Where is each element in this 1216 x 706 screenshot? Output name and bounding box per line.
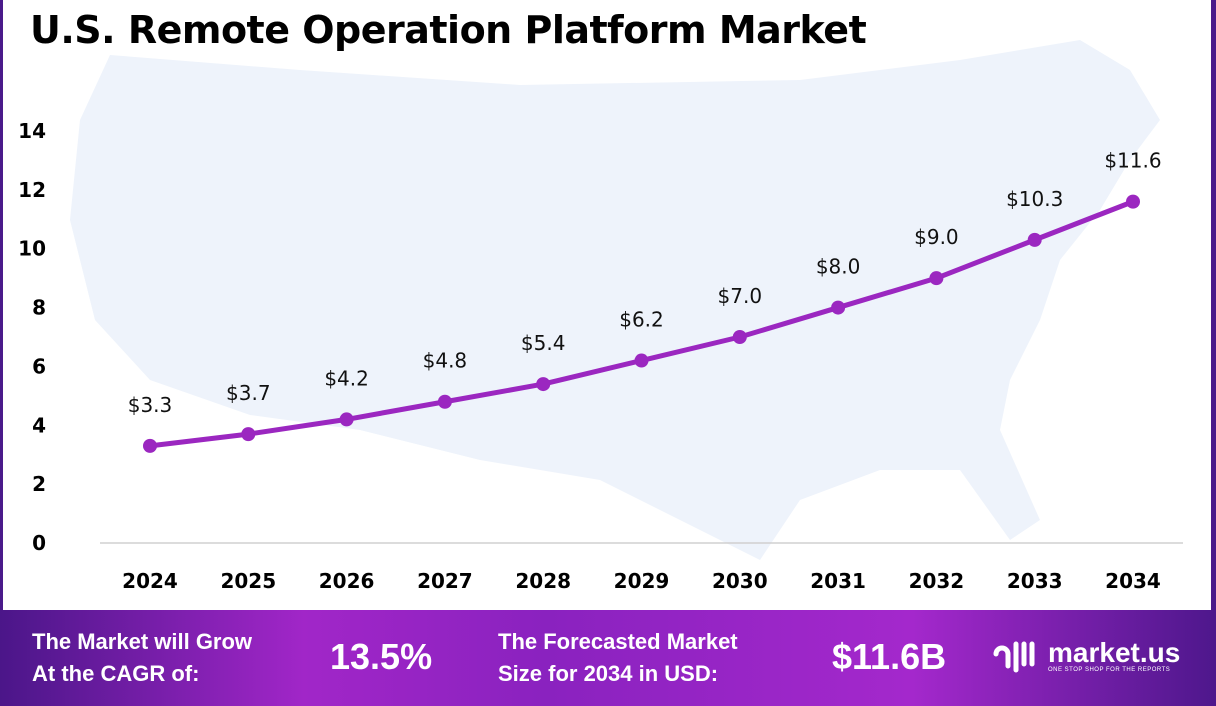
cagr-label: The Market will Grow At the CAGR of: [32,626,302,690]
footer-banner: The Market will Grow At the CAGR of: 13.… [0,610,1216,706]
cagr-value: 13.5% [330,636,433,677]
data-label: $6.2 [619,308,664,332]
data-point [929,271,944,286]
data-label: $8.0 [816,255,861,279]
x-tick-label: 2025 [220,569,276,593]
forecast-label-line-2: Size for 2034 in USD: [498,661,719,686]
chart-title: U.S. Remote Operation Platform Market [30,8,867,52]
y-tick-label: 12 [18,178,46,202]
data-label: $10.3 [1006,187,1063,211]
x-tick-label: 2031 [810,569,866,593]
data-point [732,330,747,344]
data-point [536,377,551,392]
x-tick-label: 2034 [1105,569,1161,593]
data-point [241,427,256,442]
data-label: $9.0 [914,225,959,249]
data-point [831,300,846,315]
data-label: $7.0 [718,284,763,308]
x-tick-label: 2032 [909,569,965,593]
us-map-background [70,40,1160,560]
y-tick-label: 4 [32,413,46,437]
y-tick-label: 2 [32,472,46,496]
brand-tagline: ONE STOP SHOP FOR THE REPORTS [1048,667,1171,673]
x-tick-label: 2028 [515,569,571,593]
line-chart: 0 2 4 6 8 10 12 14 2024 2025 2026 2027 2028 2029 2030… [18,40,1183,593]
brand-name: market.us [1048,637,1181,668]
x-tick-label: 2033 [1007,569,1063,593]
x-tick-label: 2029 [614,569,670,593]
forecast-value: $11.6B [832,636,947,677]
x-tick-label: 2026 [319,569,375,593]
data-label: $3.3 [128,393,173,417]
y-tick-label: 14 [18,119,46,143]
data-label: $4.2 [324,366,369,390]
market-us-logo-icon [993,641,1035,673]
data-point [634,353,649,368]
cagr-label-line-2: At the CAGR of: [32,661,200,686]
data-label: $5.4 [521,331,566,355]
data-label: $4.8 [423,349,468,373]
brand-logo: market.us ONE STOP SHOP FOR THE REPORTS [990,636,1180,676]
data-point [1126,194,1140,209]
y-tick-label: 6 [32,354,46,378]
forecast-label-line-1: The Forecasted Market [498,629,738,654]
data-point [437,394,452,409]
data-point [339,412,354,427]
y-tick-label: 0 [32,531,46,555]
y-tick-label: 8 [32,296,46,320]
data-point [143,438,157,453]
data-label: $11.6 [1104,149,1161,173]
data-label: $3.7 [226,381,271,405]
data-point [1027,232,1042,247]
x-tick-label: 2024 [122,569,178,593]
cagr-label-line-1: The Market will Grow [32,629,253,654]
x-tick-label: 2027 [417,569,473,593]
y-tick-label: 10 [18,237,46,261]
x-tick-label: 2030 [712,569,768,593]
forecast-label: The Forecasted Market Size for 2034 in U… [498,626,798,690]
